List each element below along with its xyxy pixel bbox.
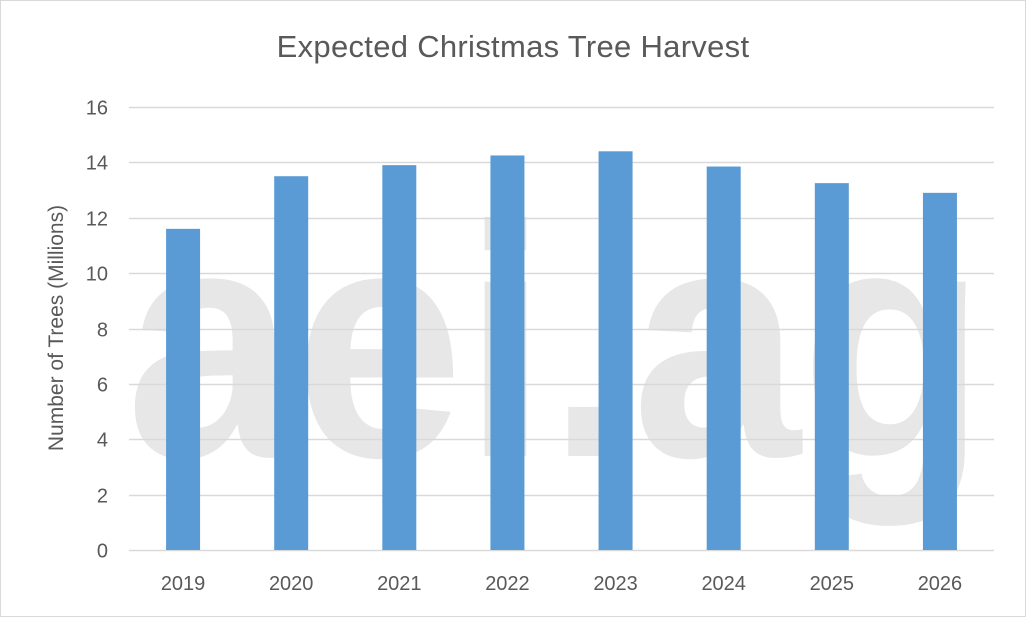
- x-tick-label-2021: 2021: [377, 573, 422, 595]
- x-tick-label-2024: 2024: [701, 573, 746, 595]
- y-tick-label-8: 8: [97, 320, 108, 342]
- y-tick-label-4: 4: [97, 430, 108, 452]
- y-tick-label-10: 10: [86, 264, 108, 286]
- bar-2020: [274, 176, 309, 550]
- y-tick-label-6: 6: [97, 375, 108, 397]
- bar-2026: [922, 192, 957, 551]
- bars: [166, 151, 957, 551]
- y-tick-label-16: 16: [86, 98, 108, 120]
- x-tick-label-2019: 2019: [161, 573, 206, 595]
- gridlines: [129, 106, 994, 552]
- bar-2022: [490, 155, 525, 550]
- chart-title: Expected Christmas Tree Harvest: [276, 29, 750, 64]
- x-tick-labels: 2019 2020 2021 2022 2023 2024 2025 2026: [161, 573, 962, 595]
- y-tick-label-12: 12: [86, 209, 108, 231]
- x-tick-label-2022: 2022: [485, 573, 530, 595]
- y-tick-labels: 0 2 4 6 8 10 12 14 16: [86, 98, 108, 563]
- x-tick-label-2025: 2025: [810, 573, 855, 595]
- x-tick-label-2026: 2026: [918, 573, 963, 595]
- bar-2021: [382, 165, 417, 551]
- watermark-text: aei.ag: [126, 157, 986, 528]
- y-tick-label-2: 2: [97, 486, 108, 508]
- x-tick-label-2023: 2023: [593, 573, 638, 595]
- x-tick-label-2020: 2020: [269, 573, 314, 595]
- bar-2025: [814, 183, 849, 550]
- bar-2019: [166, 228, 201, 550]
- bar-2024: [706, 166, 741, 550]
- bar-2023: [598, 151, 633, 551]
- y-tick-label-0: 0: [97, 541, 108, 563]
- y-tick-label-14: 14: [86, 153, 108, 175]
